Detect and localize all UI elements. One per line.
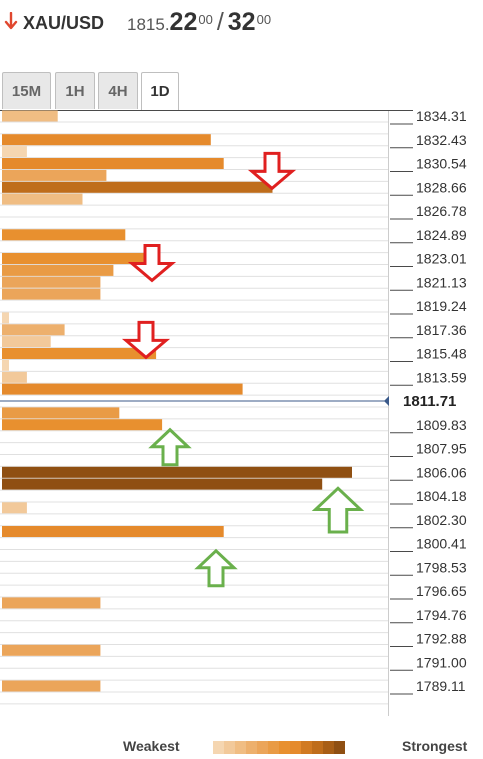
legend-swatch — [290, 741, 301, 754]
legend-strongest-label: Strongest — [402, 738, 468, 754]
tick-label: 1798.53 — [416, 559, 467, 575]
confluence-bar — [2, 181, 273, 193]
legend-swatch — [213, 741, 224, 754]
confluence-bar — [2, 359, 9, 371]
tick-label: 1819.24 — [416, 298, 467, 314]
support-arrow-icon — [311, 486, 365, 534]
confluence-bar — [2, 276, 101, 288]
confluence-bar — [2, 478, 323, 490]
tick-label: 1817.36 — [416, 322, 467, 338]
confluence-bar — [2, 193, 83, 205]
tick-label: 1796.65 — [416, 583, 467, 599]
tick-label: 1789.11 — [416, 678, 466, 694]
bid-ask-quote: 1815.2200/3200 — [127, 8, 271, 37]
confluence-bar — [2, 146, 27, 158]
legend-swatch — [268, 741, 279, 754]
tick-label: 1826.78 — [416, 203, 467, 219]
tick-label: 1823.01 — [416, 251, 467, 267]
legend-weakest-label: Weakest — [123, 738, 180, 754]
bid-pip-digits: 00 — [198, 11, 213, 27]
ask-big-digits: 32 — [227, 8, 256, 36]
confluence-bar — [2, 419, 163, 431]
legend-swatch — [301, 741, 312, 754]
strength-legend: Weakest Strongest — [0, 734, 483, 758]
timeframe-tabs: 15M 1H 4H 1D — [0, 72, 483, 110]
ask-pip-digits: 00 — [256, 11, 272, 27]
tab-4h[interactable]: 4H — [98, 72, 138, 109]
tick-label: 1828.66 — [416, 179, 467, 195]
instrument-header: XAU/USD 1815.2200/3200 — [0, 4, 483, 36]
tick-label: 1824.89 — [416, 227, 467, 243]
tab-15m[interactable]: 15M — [2, 72, 51, 109]
tick-label: 1800.41 — [416, 536, 467, 552]
confluence-bar — [2, 264, 114, 276]
legend-swatch — [312, 741, 323, 754]
confluence-bar — [2, 407, 120, 419]
confluence-bar — [2, 229, 126, 241]
legend-swatch — [246, 741, 257, 754]
instrument-symbol: XAU/USD — [23, 13, 105, 33]
confluence-bar — [2, 158, 224, 169]
confluence-bar — [2, 324, 65, 336]
confluence-bar — [2, 169, 107, 181]
legend-swatch — [257, 741, 268, 754]
legend-color-scale — [213, 741, 345, 754]
current-price-label: 1811.71 — [403, 393, 456, 410]
tick-label: 1806.06 — [416, 464, 467, 480]
quote-separator: / — [216, 8, 224, 36]
confluence-bar — [2, 253, 157, 264]
tick-label: 1802.30 — [416, 512, 467, 528]
down-arrow-icon — [4, 12, 18, 30]
bid-big-digits: 22 — [169, 8, 198, 36]
tab-1d[interactable]: 1D — [141, 72, 179, 110]
confluence-bar — [2, 383, 243, 395]
confluence-bar — [2, 502, 27, 514]
resistance-arrow-icon — [127, 243, 177, 283]
confluence-bar — [2, 644, 101, 656]
legend-swatch — [334, 741, 345, 754]
tick-label: 1834.31 — [416, 108, 467, 124]
tick-label: 1804.18 — [416, 488, 467, 504]
legend-swatch — [323, 741, 334, 754]
support-arrow-icon — [148, 427, 192, 467]
tick-label: 1809.83 — [416, 417, 467, 433]
confluence-bar — [2, 526, 224, 537]
tab-1h[interactable]: 1H — [55, 72, 95, 109]
confluence-bar — [2, 336, 51, 348]
confluence-bar — [2, 466, 352, 478]
tick-label: 1794.76 — [416, 607, 467, 623]
legend-swatch — [235, 741, 246, 754]
tick-label: 1813.59 — [416, 369, 467, 385]
confluence-bar — [2, 680, 101, 692]
legend-swatch — [279, 741, 290, 754]
tick-label: 1821.13 — [416, 274, 467, 290]
confluence-bar — [2, 134, 211, 146]
tick-label: 1791.00 — [416, 654, 467, 670]
confluence-chart: 1834.31 1832.43 1830.54 1828.66 1826.78 1824.… — [0, 108, 467, 716]
resistance-arrow-icon — [121, 320, 171, 360]
tick-label: 1792.88 — [416, 631, 467, 647]
confluence-bar — [2, 597, 101, 609]
tick-label: 1815.48 — [416, 346, 467, 362]
confluence-bar — [2, 371, 27, 383]
confluence-bar — [2, 288, 101, 300]
support-arrow-icon — [194, 548, 238, 588]
bid-prefix: 1815. — [127, 15, 170, 34]
resistance-arrow-icon — [247, 151, 297, 191]
confluence-bar — [2, 110, 58, 122]
legend-swatch — [224, 741, 235, 754]
confluence-bar — [2, 312, 9, 324]
confluence-bar — [2, 348, 157, 359]
tick-label: 1807.95 — [416, 441, 467, 457]
tick-label: 1832.43 — [416, 132, 467, 148]
tick-label: 1830.54 — [416, 156, 467, 172]
current-price-marker — [384, 396, 389, 407]
